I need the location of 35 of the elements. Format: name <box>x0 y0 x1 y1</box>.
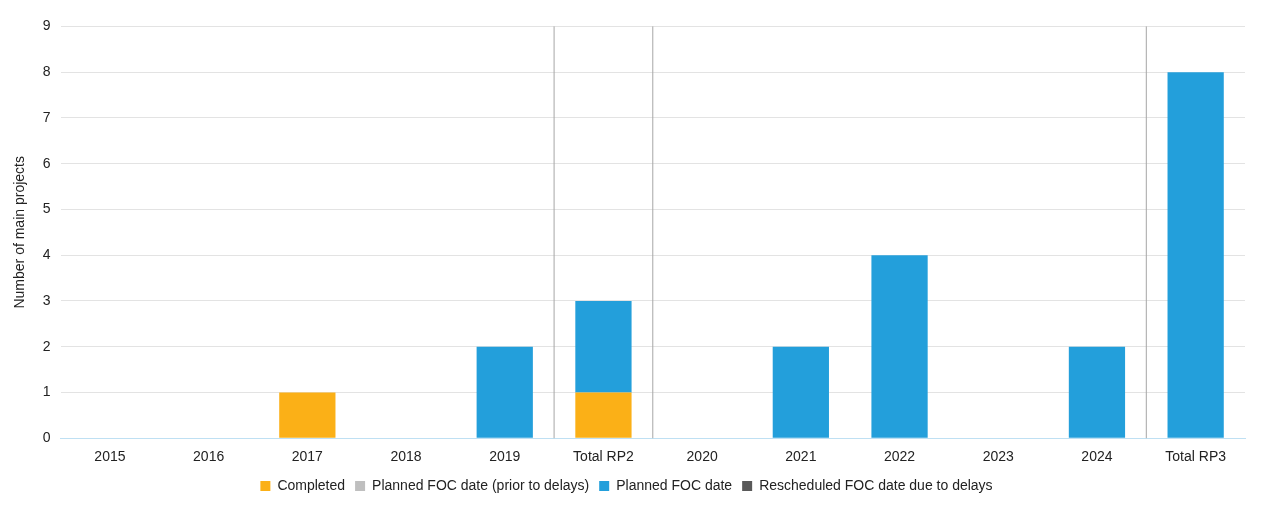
y-tick-label: 6 <box>42 154 51 171</box>
y-tick-label: 9 <box>42 17 51 34</box>
y-tick-label: 5 <box>42 200 51 217</box>
bar <box>575 392 632 438</box>
x-tick-label: 2023 <box>982 448 1015 465</box>
y-axis-title: Number of main projects <box>11 156 28 309</box>
legend-label: Completed <box>277 476 346 493</box>
bar <box>1068 346 1126 438</box>
x-tick-label: 2022 <box>883 448 916 465</box>
bar <box>279 392 336 438</box>
bar <box>476 346 533 438</box>
x-tick-label: 2017 <box>291 448 324 465</box>
bar <box>871 255 928 438</box>
x-tick-label: 2020 <box>686 448 718 465</box>
x-tick-label: Total RP3 <box>1165 448 1227 465</box>
y-tick-label: 0 <box>42 429 51 446</box>
x-tick-label: 2018 <box>390 448 422 465</box>
x-tick-label: Total RP2 <box>573 448 634 465</box>
y-tick-label: 1 <box>42 383 51 400</box>
x-tick-label: 2019 <box>489 448 521 465</box>
x-tick-label: 2016 <box>193 448 225 465</box>
y-tick-label: 3 <box>42 291 51 308</box>
y-tick-label: 7 <box>42 108 51 125</box>
y-tick-label: 2 <box>42 337 51 354</box>
x-tick-label: 2024 <box>1081 448 1113 465</box>
x-tick-label: 2021 <box>785 448 817 465</box>
legend-label: Planned FOC date <box>616 476 733 493</box>
y-tick-label: 8 <box>42 63 51 80</box>
legend-label: Planned FOC date (prior to delays) <box>372 476 590 493</box>
y-tick-label: 4 <box>42 246 51 263</box>
x-tick-label: 2015 <box>94 448 126 465</box>
legend-label: Rescheduled FOC date due to delays <box>759 476 993 493</box>
bar <box>772 346 829 438</box>
bar <box>1167 72 1224 438</box>
bar <box>575 300 632 393</box>
